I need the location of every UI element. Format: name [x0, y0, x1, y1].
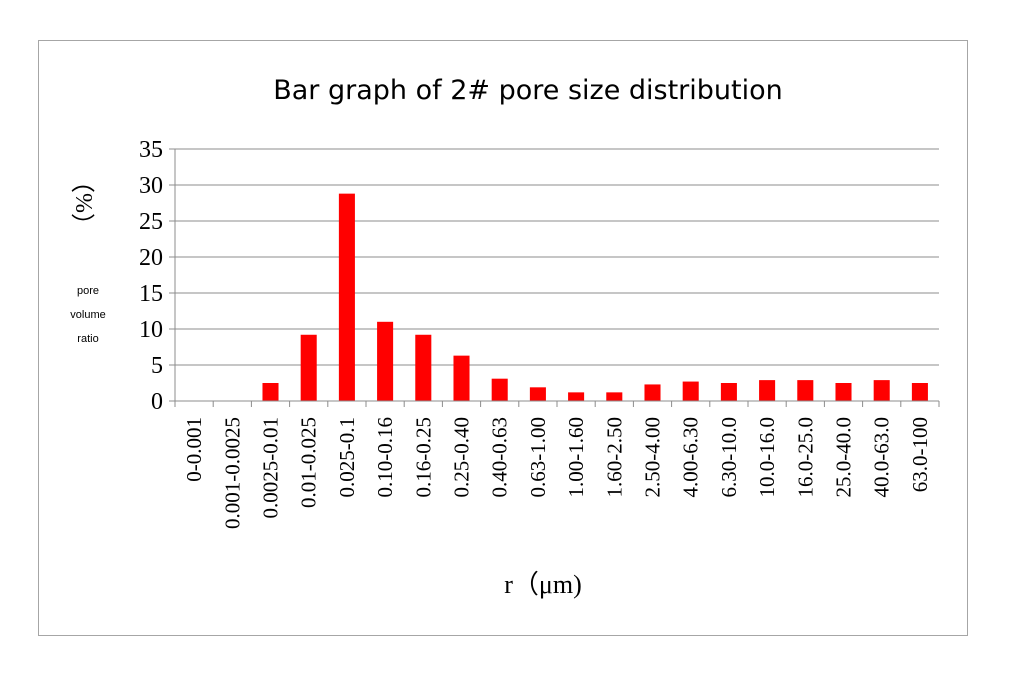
x-tick-label: 4.00-6.30: [679, 417, 703, 498]
chart-title: Bar graph of 2# pore size distribution: [273, 75, 783, 106]
y-axis-label-line: ratio: [77, 333, 98, 345]
x-tick-label: 0.16-0.25: [411, 417, 435, 498]
y-axis-label-line: volume: [70, 309, 105, 321]
x-tick-label: 0.25-0.40: [450, 417, 474, 498]
bar: [606, 392, 623, 401]
y-tick-label: 15: [139, 281, 163, 307]
bar: [759, 380, 776, 401]
x-tick-label: 16.0-25.0: [793, 417, 817, 498]
bar-chart: Bar graph of 2# pore size distribution 0…: [70, 75, 940, 599]
x-tick-label: 0.01-0.025: [297, 417, 321, 508]
bar: [644, 384, 661, 401]
x-tick-label: 0.10-0.16: [373, 417, 397, 498]
x-tick-label: 1.00-1.60: [564, 417, 588, 498]
y-axis-label-line: pore: [77, 285, 99, 297]
y-tick-label: 10: [139, 317, 163, 343]
bar: [911, 383, 928, 401]
x-tick-label: 0.63-1.00: [526, 417, 550, 498]
bar: [338, 193, 355, 401]
x-tick-label: 25.0-40.0: [832, 417, 856, 498]
x-tick-label: 0.0025-0.01: [259, 417, 283, 519]
x-tick-label: 1.60-2.50: [602, 417, 626, 498]
y-tick-label: 35: [139, 137, 163, 163]
x-axis-label: r（μm): [504, 570, 581, 599]
x-tick-label: 0.001-0.0025: [220, 417, 244, 529]
y-tick-label: 25: [139, 209, 163, 235]
bar: [377, 321, 394, 401]
y-axis-label: pore volume ratio: [70, 285, 105, 345]
x-tick-label: 0.025-0.1: [335, 417, 359, 498]
x-tick-label: 10.0-16.0: [755, 417, 779, 498]
bar: [720, 383, 737, 401]
bars: [262, 193, 928, 401]
bar: [529, 387, 546, 401]
bar: [491, 378, 508, 401]
bar: [568, 392, 585, 401]
axes: [174, 149, 940, 407]
bar: [300, 334, 317, 401]
bar: [835, 383, 852, 401]
y-tick-label: 5: [151, 353, 163, 379]
bar: [873, 380, 890, 401]
y-tick-label: 30: [139, 173, 163, 199]
y-tick-labels: 0 5 10 15 20 25 30 35: [139, 137, 163, 415]
x-tick-label: 6.30-10.0: [717, 417, 741, 498]
x-tick-label: 40.0-63.0: [870, 417, 894, 498]
bar: [797, 380, 814, 401]
x-tick-label: 63.0-100: [908, 417, 932, 492]
x-tick-label: 2.50-4.00: [641, 417, 665, 498]
grid-lines: [169, 148, 939, 402]
x-tick-label: 0-0.001: [182, 417, 206, 482]
y-axis-unit-label: （%）: [72, 169, 98, 237]
y-tick-label: 20: [139, 245, 163, 271]
x-tick-labels: 0-0.001 0.001-0.0025 0.0025-0.01 0.01-0.025…: [182, 417, 932, 529]
chart-frame: Bar graph of 2# pore size distribution 0…: [38, 40, 968, 636]
y-tick-label: 0: [151, 389, 163, 415]
bar: [682, 381, 699, 401]
bar: [453, 355, 470, 401]
bar: [415, 334, 432, 401]
x-tick-label: 0.40-0.63: [488, 417, 512, 498]
bar: [262, 383, 279, 401]
